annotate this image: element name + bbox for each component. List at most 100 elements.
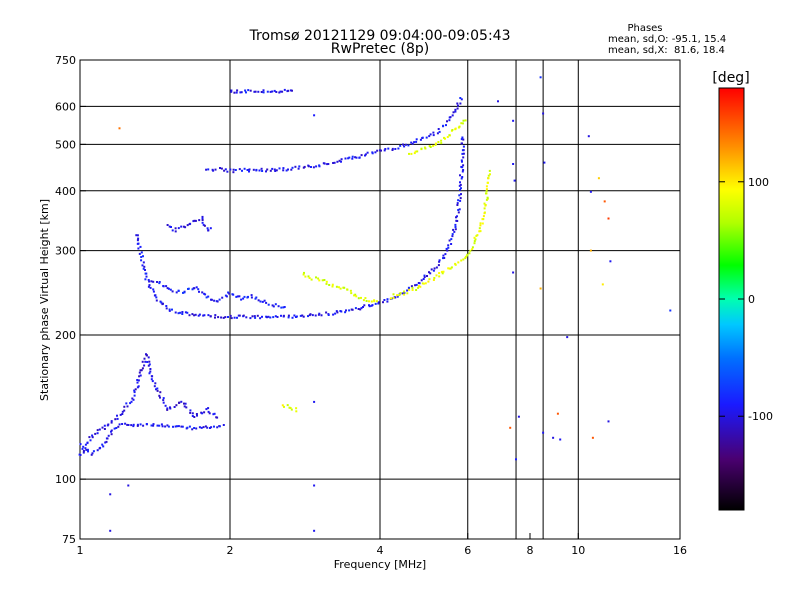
data-point (232, 168, 235, 171)
data-point (428, 278, 431, 281)
data-point (669, 309, 672, 312)
data-point (291, 89, 293, 92)
data-point (459, 197, 462, 200)
data-point (362, 299, 365, 302)
data-point (160, 301, 163, 304)
data-point (289, 407, 292, 409)
data-point (517, 415, 520, 418)
data-point (232, 171, 235, 174)
data-point (105, 440, 108, 443)
data-point (240, 91, 243, 94)
data-point (290, 168, 293, 171)
data-point (287, 316, 290, 319)
data-point (127, 484, 130, 487)
data-point (459, 102, 462, 105)
data-point (442, 254, 445, 257)
data-point (249, 317, 252, 320)
data-point (293, 314, 296, 317)
data-point (181, 313, 184, 315)
data-point (452, 111, 455, 114)
data-point (438, 272, 441, 275)
data-point (420, 279, 423, 282)
data-point (485, 190, 488, 193)
data-point (214, 314, 217, 317)
data-point (155, 296, 158, 299)
data-point (136, 424, 139, 427)
data-point (149, 370, 152, 373)
data-point (362, 306, 364, 308)
data-point (446, 136, 449, 138)
data-point (487, 174, 490, 177)
data-point (207, 314, 210, 317)
data-point (123, 405, 126, 408)
data-point (201, 219, 204, 221)
data-point (166, 224, 169, 226)
data-point (407, 286, 410, 289)
data-point (447, 244, 450, 247)
data-point (454, 226, 457, 228)
data-point (156, 387, 159, 390)
data-point (429, 146, 432, 148)
y-tick-label: 100 (55, 473, 76, 486)
data-point (242, 297, 245, 300)
data-point (171, 290, 174, 293)
data-point (193, 427, 196, 429)
data-point (427, 280, 430, 283)
data-point (133, 394, 136, 397)
data-point (142, 255, 144, 258)
data-point (340, 160, 342, 163)
data-point (271, 304, 274, 307)
data-point (152, 280, 155, 283)
data-point (359, 308, 362, 311)
data-point (152, 288, 155, 291)
data-point (457, 104, 459, 107)
data-point (331, 283, 334, 286)
data-point (396, 294, 399, 297)
data-point (399, 292, 402, 295)
data-point (230, 317, 233, 320)
data-point (368, 300, 370, 303)
data-point (145, 354, 148, 357)
data-point (242, 314, 245, 317)
colorbar-tick-label: -100 (748, 410, 773, 423)
data-point (479, 222, 482, 225)
stats-line-o: mean, sd,O: -95.1, 15.4 (608, 34, 726, 45)
data-point (109, 529, 112, 532)
data-point (468, 252, 471, 255)
data-point (253, 315, 256, 318)
data-point (321, 279, 324, 282)
data-point (187, 287, 190, 290)
data-point (186, 426, 189, 429)
data-point (272, 316, 275, 319)
data-point (184, 402, 187, 405)
data-point (437, 264, 440, 267)
data-point (434, 143, 437, 146)
data-point (325, 280, 328, 283)
data-point (410, 152, 413, 155)
data-point (142, 267, 145, 270)
data-point (198, 219, 201, 222)
data-point (287, 89, 290, 92)
data-point (460, 259, 463, 262)
data-point (469, 249, 472, 252)
data-point (539, 76, 542, 79)
data-point (486, 181, 489, 184)
data-point (440, 270, 443, 273)
data-point (460, 159, 463, 162)
data-point (177, 425, 180, 428)
data-point (236, 89, 239, 92)
data-point (233, 316, 236, 319)
data-point (387, 147, 390, 150)
x-tick-label: 8 (527, 544, 534, 557)
data-point (462, 258, 465, 261)
x-tick-label: 4 (377, 544, 384, 557)
data-point (266, 168, 269, 171)
data-point (227, 316, 229, 318)
data-point (423, 146, 426, 149)
data-point (461, 136, 464, 139)
data-point (391, 297, 394, 300)
data-point (259, 300, 262, 303)
data-point (161, 303, 164, 306)
data-point (325, 311, 328, 314)
data-point (206, 227, 209, 230)
